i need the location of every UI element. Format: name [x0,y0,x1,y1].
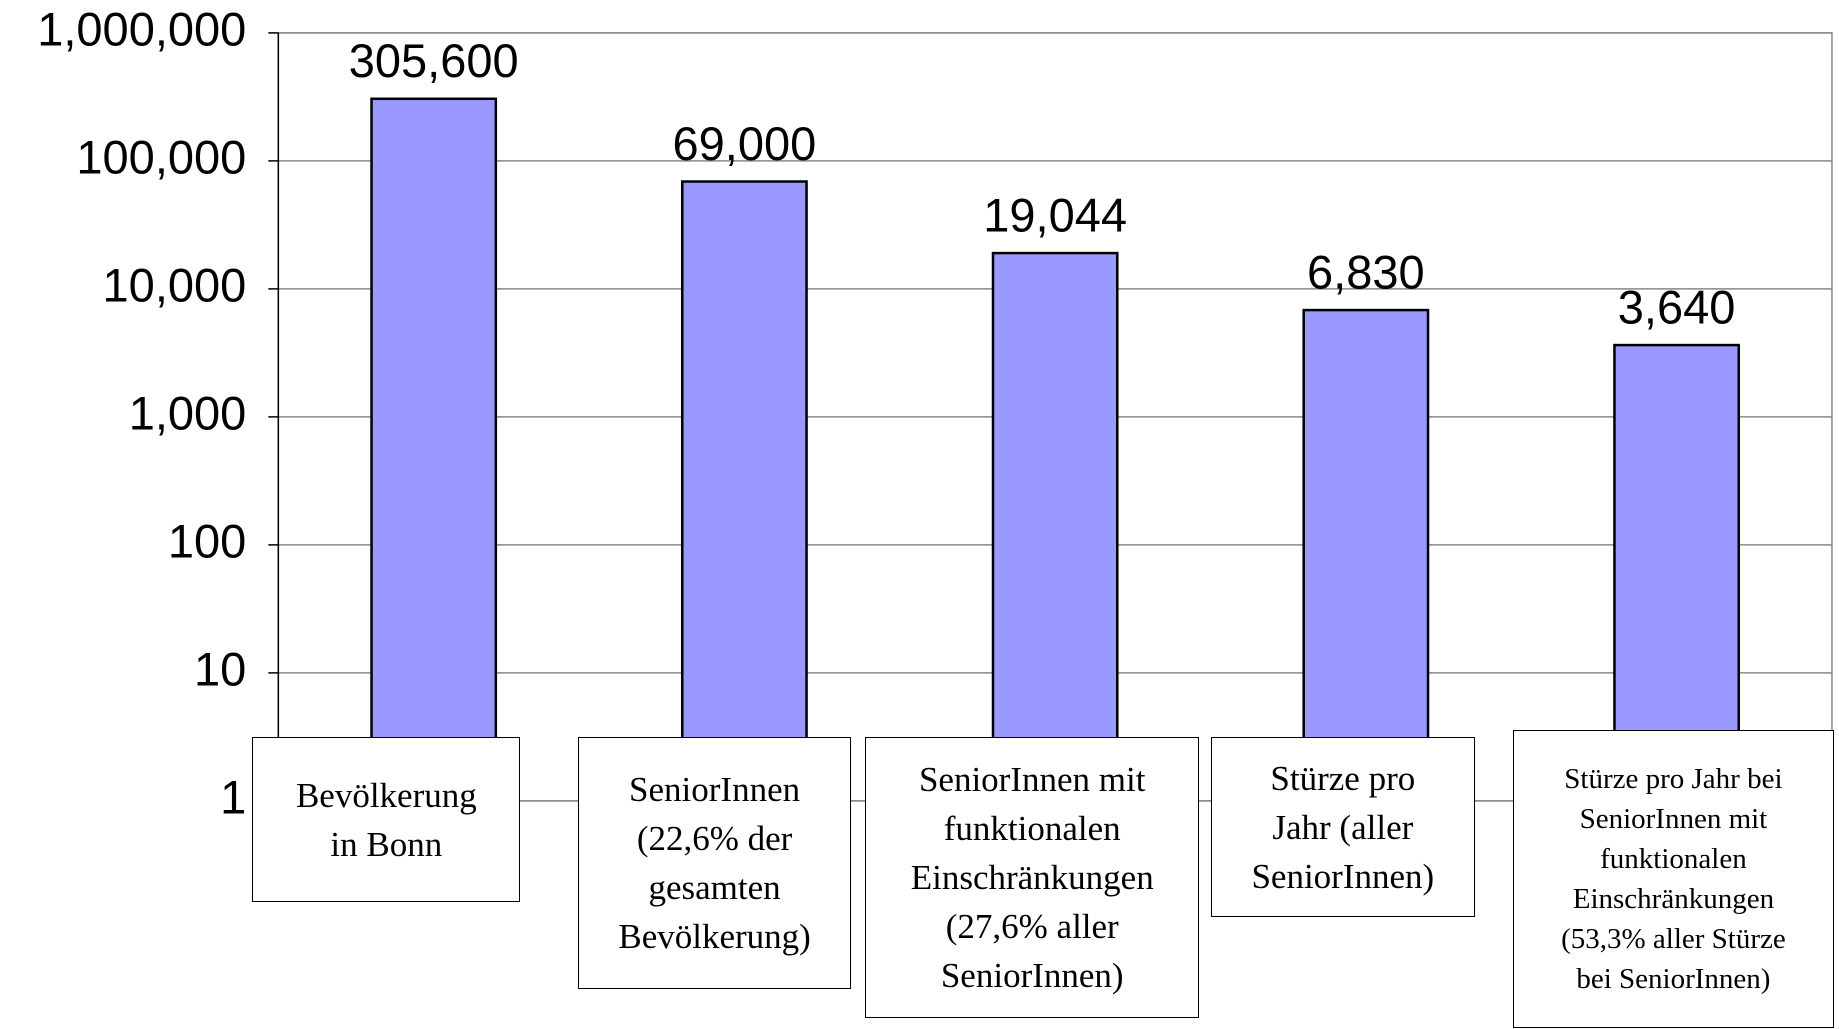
bar [370,97,498,803]
x-category-label: SeniorInnen (22,6% der gesamten Bevölker… [577,737,852,989]
y-tick-label: 1,000 [129,386,247,439]
value-label: 3,640 [1618,280,1736,333]
bar [681,180,808,803]
value-label: 69,000 [673,117,817,170]
x-category-label: SeniorInnen mit funktionalen Einschränku… [865,737,1199,1019]
bar [991,251,1119,803]
value-label: 305,600 [349,34,519,87]
x-category-label: Stürze pro Jahr (aller SeniorInnen) [1210,737,1475,918]
y-tick-label: 1 [220,770,246,823]
x-category-label: Bevölkerung in Bonn [252,737,521,902]
bar [1613,343,1740,803]
bar [1302,308,1430,803]
y-tick-label: 10 [194,642,246,695]
y-tick-label: 1,000,000 [37,2,246,55]
y-tick-label: 100,000 [76,130,246,183]
value-label: 6,830 [1307,246,1425,299]
value-label: 19,044 [983,188,1127,241]
y-tick-label: 10,000 [103,258,247,311]
y-tick-label: 100 [168,514,246,567]
x-category-label: Stürze pro Jahr bei SeniorInnen mit funk… [1512,730,1835,1028]
